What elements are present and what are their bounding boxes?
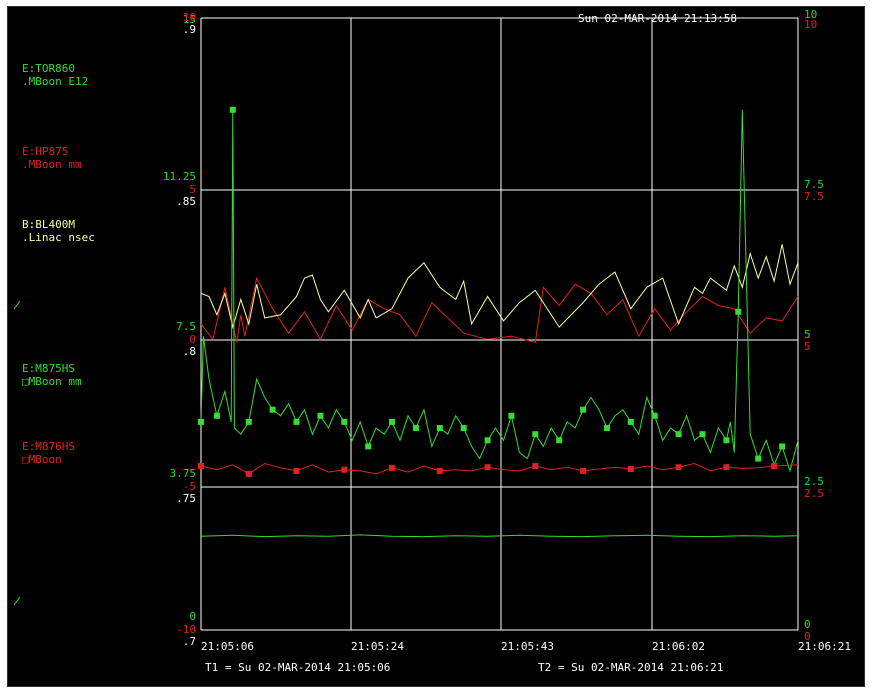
series-4-marker-18: [484, 464, 491, 471]
series-3-marker-3: [213, 412, 220, 419]
left-scroll-mark-top: [13, 300, 21, 310]
legend-units-3: □MBoon mm: [22, 375, 82, 388]
footer-t2: T2 = Su 02-MAR-2014 21:06:21: [538, 661, 723, 674]
series-4-marker-12: [389, 464, 395, 471]
left-axis-red-0: 10: [183, 11, 196, 24]
left-axis-white-1: .85: [176, 195, 196, 208]
x-tick-label-0: 21:05:06: [201, 640, 254, 653]
right-axis-red-4: 0: [804, 630, 811, 643]
right-axis-red-1: 7.5: [804, 190, 824, 203]
series-4-marker-3: [245, 470, 252, 477]
left-axis-green-1: 11.25: [163, 170, 196, 183]
left-axis-green-4: 0: [189, 610, 196, 623]
series-line-0: [200, 534, 799, 538]
right-axis-green-1: 7.5: [804, 178, 824, 191]
series-4-marker-15: [436, 467, 443, 474]
series-line-3: [200, 109, 799, 473]
series-3-marker-12: [269, 406, 276, 413]
legend-device-4: E:M876HS: [22, 440, 75, 453]
footer-t1: T1 = Su 02-MAR-2014 21:05:06: [205, 661, 390, 674]
legend-units-1: .MBoon mm: [22, 158, 82, 171]
left-axis-red-4: -10: [176, 623, 196, 636]
series-3-marker-21: [341, 418, 348, 425]
series-3-marker-27: [389, 418, 395, 425]
series-3-marker-15: [293, 418, 300, 425]
right-axis-green-2: 5: [804, 328, 811, 341]
left-axis-white-4: .7: [183, 635, 196, 648]
series-4-marker-24: [580, 467, 587, 474]
series-4-marker-21: [532, 463, 539, 469]
series-3-marker-51: [580, 406, 587, 413]
left-axis-red-1: 5: [189, 183, 196, 196]
series-3-marker-66: [699, 431, 706, 438]
series-4-marker-9: [341, 466, 348, 473]
legend-device-0: E:TOR860: [22, 62, 75, 75]
series-3-marker-45: [532, 431, 539, 438]
right-axis-red-0: 10: [804, 18, 817, 31]
series-line-1: [200, 276, 799, 344]
legend-units-0: .MBoon E12: [22, 75, 88, 88]
series-3-marker-48: [556, 437, 563, 444]
series-3-marker-33: [436, 425, 443, 431]
series-line-4: [200, 462, 799, 475]
series-3-marker-42: [508, 412, 515, 419]
left-axis-green-3: 3.75: [170, 467, 197, 480]
left-axis-white-3: .75: [176, 492, 196, 505]
series-3-marker-54: [604, 425, 610, 431]
right-axis-red-2: 5: [804, 340, 811, 353]
series-3-marker-60: [651, 412, 658, 419]
series-4-marker-33: [723, 464, 730, 471]
series-3-marker-24: [365, 443, 372, 450]
legend-device-1: E:HP875: [22, 145, 68, 158]
series-3-marker-63: [675, 431, 682, 438]
left-axis-red-3: -5: [183, 480, 196, 493]
x-tick-label-4: 21:06:21: [798, 640, 851, 653]
series-4-marker-30: [675, 464, 682, 471]
left-scroll-mark-bottom: [13, 596, 21, 606]
legend-device-3: E:M875HS: [22, 362, 75, 375]
series-3-marker-69: [723, 437, 730, 444]
right-axis-green-0: 10: [804, 8, 817, 21]
series-3-marker-36: [460, 425, 467, 431]
series-3-marker-0: [198, 418, 204, 425]
right-axis-red-3: 2.5: [804, 487, 824, 500]
series-3-marker-78: [779, 443, 786, 450]
series-4-marker-6: [293, 467, 300, 474]
series-3-marker-6: [229, 106, 236, 113]
series-3-marker-18: [317, 412, 324, 419]
series-3-marker-30: [412, 425, 419, 431]
plot-panel: Sun 02-MAR-2014 21:13:58 E:TOR860 .MBoon E…: [7, 6, 865, 687]
legend-units-4: □MBoon: [22, 453, 62, 466]
chart-svg: Sun 02-MAR-2014 21:13:58 E:TOR860.MBoon E…: [13, 8, 851, 674]
series-4-marker-27: [627, 466, 634, 472]
x-tick-label-1: 21:05:24: [351, 640, 404, 653]
legend-units-2: .Linac nsec: [22, 231, 95, 244]
series-4-marker-36: [771, 463, 778, 469]
x-tick-label-3: 21:06:02: [652, 640, 705, 653]
left-axis-red-2: 0: [189, 333, 196, 346]
right-axis-green-4: 0: [804, 618, 811, 631]
timestamp: Sun 02-MAR-2014 21:13:58: [578, 12, 737, 25]
series-3-marker-72: [735, 308, 742, 315]
left-axis-green-2: 7.5: [176, 320, 196, 333]
series-3-marker-57: [627, 418, 634, 425]
legend-device-2: B:BL400M: [22, 218, 75, 231]
left-axis-green-0: 15: [183, 13, 196, 26]
right-axis-green-3: 2.5: [804, 475, 824, 488]
left-axis-white-0: .9: [183, 23, 196, 36]
left-axis-white-2: .8: [183, 345, 196, 358]
series-line-2: [200, 244, 799, 330]
x-tick-label-2: 21:05:43: [501, 640, 554, 653]
series-4-marker-0: [198, 463, 204, 469]
series-3-marker-9: [245, 418, 252, 425]
series-3-marker-39: [484, 437, 491, 444]
series-3-marker-75: [755, 455, 762, 462]
